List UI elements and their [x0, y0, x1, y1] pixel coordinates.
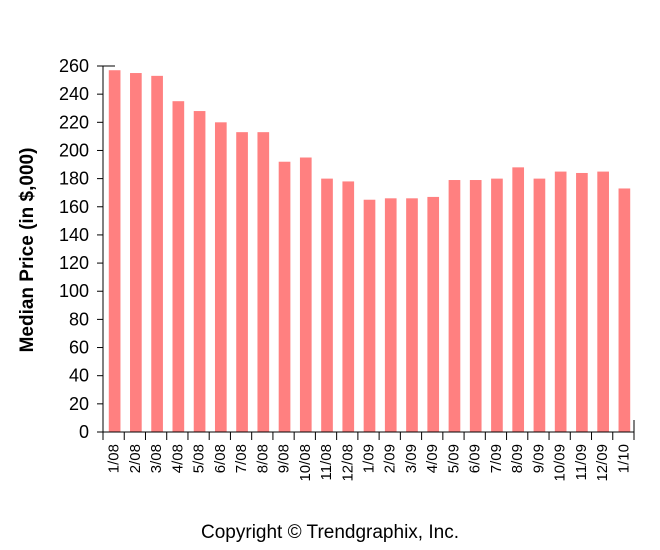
x-tick-label: 2/09 — [382, 444, 399, 473]
y-tick-label: 40 — [69, 366, 89, 386]
x-tick-label: 1/09 — [361, 444, 378, 473]
bar-1-08 — [108, 70, 121, 432]
bar-1-10 — [618, 188, 631, 432]
bar-2-09 — [384, 198, 397, 432]
y-tick-label: 260 — [59, 56, 89, 76]
bar-6-09 — [469, 180, 482, 432]
x-tick-label: 10/08 — [297, 444, 314, 482]
bar-10-08 — [299, 157, 312, 432]
bar-7-09 — [491, 178, 503, 432]
y-tick-label: 140 — [59, 225, 89, 245]
bar-11-08 — [321, 178, 333, 432]
x-tick-label: 5/09 — [445, 444, 462, 473]
x-tick-label: 4/09 — [424, 444, 441, 473]
bar-3-08 — [151, 75, 163, 432]
x-tick-label: 5/08 — [191, 444, 208, 473]
x-tick-label: 3/09 — [403, 444, 420, 473]
x-tick-label: 3/08 — [148, 444, 165, 473]
x-tick-label: 8/09 — [509, 444, 526, 473]
bar-12-09 — [597, 171, 609, 432]
bar-5-08 — [193, 111, 206, 433]
bar-chart: 0 20 40 60 80 100 120 140 160 180 200 220 240 260 1/0… — [17, 56, 635, 482]
y-tick-label: 220 — [59, 112, 89, 132]
y-tick-label: 200 — [59, 140, 89, 160]
y-tick-label: 20 — [69, 394, 89, 414]
bar-7-08 — [236, 132, 248, 432]
x-tick-label: 6/08 — [212, 444, 229, 473]
y-tick-label: 240 — [59, 84, 89, 104]
y-tick-label: 120 — [59, 253, 89, 273]
x-tick-label: 10/09 — [552, 444, 569, 482]
y-tick-label: 160 — [59, 197, 89, 217]
bar-11-09 — [576, 172, 588, 433]
x-tick-label: 12/09 — [594, 444, 611, 482]
x-tick-label: 7/09 — [488, 444, 505, 473]
bar-12-08 — [342, 181, 355, 432]
y-tick-label: 180 — [59, 169, 89, 189]
bar-8-09 — [512, 167, 525, 432]
y-tick-label: 60 — [69, 338, 89, 358]
y-axis-label: Median Price (in $,000) — [17, 148, 38, 353]
x-tick-label: 2/08 — [127, 444, 144, 473]
bar-2-08 — [130, 73, 142, 432]
x-tick-label: 8/08 — [254, 444, 271, 473]
bar-1-09 — [363, 199, 376, 432]
x-tick-label: 1/08 — [106, 444, 123, 473]
x-tick-label: 12/08 — [339, 444, 356, 482]
bar-9-09 — [533, 178, 546, 432]
bar-4-09 — [427, 196, 440, 432]
x-tick-label: 4/08 — [169, 444, 186, 473]
x-tick-label: 11/09 — [573, 444, 590, 480]
bar-6-08 — [214, 122, 227, 432]
bar-3-09 — [406, 198, 418, 432]
bar-8-08 — [257, 132, 270, 432]
x-tick-label: 9/08 — [276, 444, 293, 473]
x-tick-label: 7/08 — [233, 444, 250, 473]
bar-5-09 — [448, 180, 461, 432]
x-axis: 1/08 2/08 3/08 4/08 5/08 6/08 7/08 8/08 9/08 10/0… — [102, 420, 635, 482]
copyright-text: Copyright © Trendgraphix, Inc. — [201, 522, 459, 543]
y-tick-label: 100 — [59, 281, 89, 301]
bar-10-09 — [554, 171, 567, 432]
x-tick-label: 1/10 — [615, 444, 632, 473]
bars-group — [108, 70, 631, 433]
x-tick-label: 11/08 — [318, 444, 335, 480]
x-tick-label: 9/09 — [530, 444, 547, 473]
y-tick-label: 80 — [69, 309, 89, 329]
bar-4-08 — [172, 101, 185, 432]
bar-9-08 — [278, 161, 291, 432]
y-axis: 0 20 40 60 80 100 120 140 160 180 200 220 240 260 — [59, 56, 115, 442]
x-tick-label: 6/09 — [467, 444, 484, 473]
y-tick-label: 0 — [79, 422, 89, 442]
